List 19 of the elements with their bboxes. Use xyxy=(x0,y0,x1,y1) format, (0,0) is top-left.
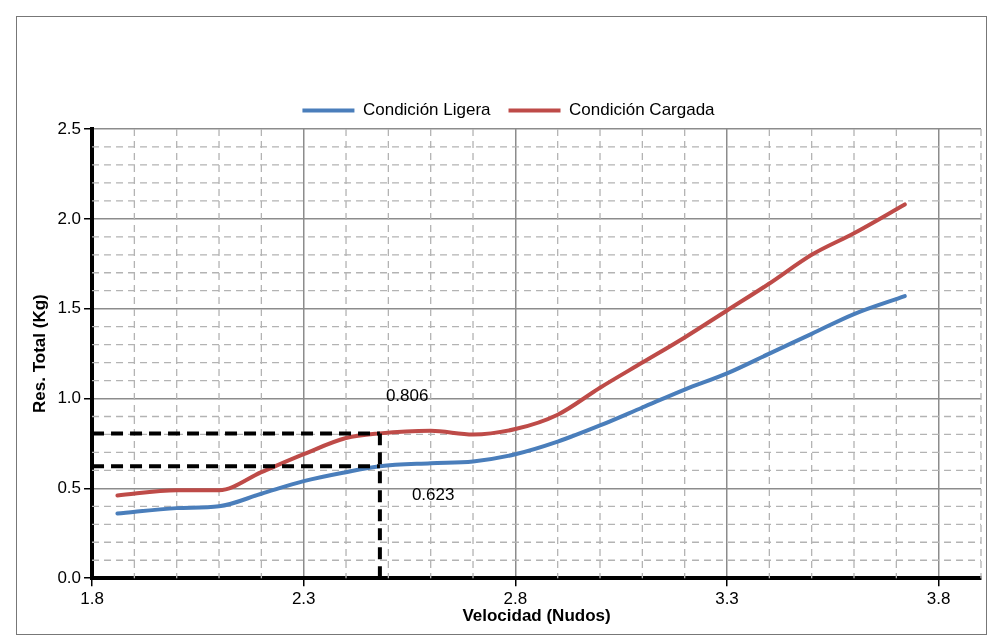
x-tick-label: 2.8 xyxy=(503,589,528,609)
y-tick-label: 1.0 xyxy=(57,388,82,408)
y-tick-label: 0.0 xyxy=(57,567,82,587)
y-tick-label: 2.5 xyxy=(57,118,82,138)
x-axis-title: Velocidad (Nudos) xyxy=(462,606,611,626)
y-tick-label: 0.5 xyxy=(57,478,82,498)
legend-label: Condición Ligera xyxy=(362,100,492,120)
x-tick-label: 3.3 xyxy=(715,589,739,609)
legend-label: Condición Cargada xyxy=(569,100,716,120)
ref-line-label: 0.806 xyxy=(385,386,429,406)
y-tick-label: 2.0 xyxy=(57,208,82,228)
line-series xyxy=(115,294,907,516)
x-tick-label: 1.8 xyxy=(80,589,104,609)
ref-line-label: 0.623 xyxy=(411,484,455,504)
line-series xyxy=(115,202,907,498)
y-tick-label: 1.5 xyxy=(57,298,82,318)
x-tick-label: 2.3 xyxy=(291,589,316,609)
y-axis-title: Res. Total (Kg) xyxy=(29,294,49,413)
x-tick-label: 3.8 xyxy=(926,589,951,609)
